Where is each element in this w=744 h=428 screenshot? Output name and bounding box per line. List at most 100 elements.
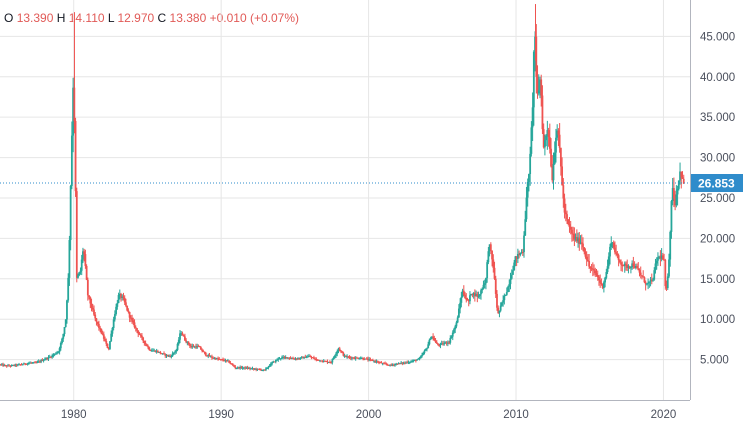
- candle-body: [486, 262, 489, 279]
- candle-body: [380, 362, 383, 364]
- candle-body: [45, 358, 47, 360]
- candle-body: [96, 321, 99, 324]
- candle-body: [626, 264, 629, 268]
- candle-body: [378, 362, 380, 364]
- candle-body: [197, 346, 200, 348]
- candle-body: [555, 137, 557, 153]
- candle-body: [358, 358, 361, 360]
- candle-body: [144, 343, 147, 345]
- candle-body: [262, 369, 265, 371]
- candle-body: [311, 357, 314, 359]
- candle-body: [400, 362, 403, 364]
- candle-body: [499, 305, 502, 311]
- candle-body: [115, 306, 118, 315]
- candle-body: [356, 357, 358, 359]
- candle-body: [337, 348, 340, 352]
- candle-body: [160, 353, 163, 355]
- candle-body: [105, 340, 108, 344]
- candle-body: [442, 343, 444, 345]
- candle-body: [228, 360, 231, 363]
- candle-body: [211, 356, 213, 358]
- candle-body: [111, 327, 114, 334]
- candle-body: [261, 369, 264, 371]
- candle-body: [51, 355, 54, 358]
- candle-body: [289, 358, 292, 360]
- candle-body: [83, 251, 86, 255]
- candle-body: [303, 356, 305, 359]
- candle-body: [247, 368, 250, 370]
- candle-body: [4, 365, 7, 367]
- candle-body: [523, 235, 525, 253]
- candle-body: [70, 135, 73, 186]
- candle-body: [229, 362, 232, 364]
- candle-body: [270, 363, 272, 366]
- candle-body: [27, 362, 30, 364]
- candle-body: [335, 353, 337, 356]
- candle-body: [600, 282, 603, 284]
- candle-body: [225, 360, 228, 362]
- candle-body: [360, 358, 363, 360]
- candle-body: [433, 337, 436, 341]
- candle-body: [418, 358, 421, 360]
- candle-body: [330, 362, 333, 364]
- candle-body: [159, 351, 162, 354]
- candle-body: [497, 307, 500, 314]
- candle-body: [457, 308, 460, 318]
- candle-body: [136, 328, 138, 331]
- candle-body: [410, 361, 412, 363]
- candle-body: [214, 358, 217, 360]
- candle-body: [371, 359, 374, 361]
- candle-body: [408, 362, 411, 364]
- candle-body: [347, 356, 350, 358]
- candle-body: [331, 359, 334, 363]
- candle-body: [451, 332, 454, 337]
- candle-body: [301, 357, 304, 359]
- candle-body: [537, 90, 540, 94]
- candle-body: [567, 219, 570, 225]
- candle-body: [548, 137, 551, 149]
- candle-body: [588, 261, 591, 267]
- candle-body: [80, 259, 83, 271]
- candle-body: [0, 364, 2, 366]
- candle-body: [26, 363, 29, 365]
- candle-body: [57, 351, 60, 353]
- candle-body: [112, 319, 115, 328]
- candle-body: [25, 363, 28, 365]
- candle-body: [496, 293, 498, 308]
- candle-body: [224, 360, 227, 362]
- candle-body: [195, 346, 197, 348]
- candle-body: [78, 272, 81, 276]
- candle-body: [348, 356, 351, 358]
- last-price-marker: 26.853: [0, 174, 743, 193]
- candle-body: [386, 364, 389, 366]
- candle-body: [48, 356, 51, 358]
- candle-body: [7, 365, 9, 367]
- candle-body: [621, 264, 624, 266]
- ohlc-legend: O 13.390 H 14.110 L 12.970 C 13.380 +0.0…: [4, 11, 299, 25]
- candle-body: [252, 368, 255, 370]
- candle-body: [599, 280, 602, 283]
- candle-body: [241, 367, 244, 369]
- candle-body: [492, 259, 495, 268]
- x-tick-label: 2000: [356, 409, 382, 421]
- candle-body: [650, 279, 653, 281]
- candle-body: [287, 357, 290, 359]
- candle-body: [519, 252, 522, 256]
- candles: [0, 4, 685, 372]
- candle-body: [293, 358, 296, 360]
- candle-body: [641, 275, 643, 277]
- candle-body: [476, 294, 479, 297]
- candle-body: [123, 297, 126, 303]
- candle-body: [156, 351, 159, 353]
- candle-body: [227, 360, 229, 362]
- candle-body: [352, 357, 355, 359]
- candle-body: [546, 130, 549, 136]
- candle-body: [584, 251, 587, 257]
- candle-body: [375, 361, 378, 363]
- candle-body: [645, 283, 648, 285]
- candle-body: [171, 353, 174, 357]
- y-tick-label: 20.000: [700, 233, 735, 245]
- candle-body: [5, 365, 8, 367]
- candle-body: [445, 342, 448, 344]
